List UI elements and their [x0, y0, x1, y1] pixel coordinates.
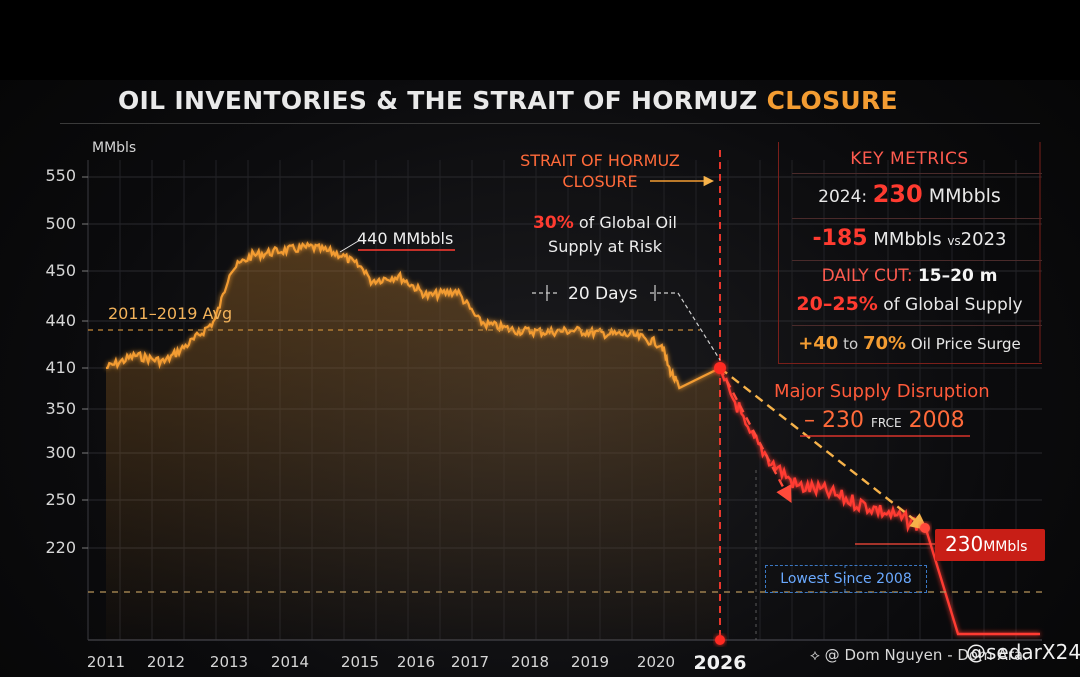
- series-historic-line: [106, 241, 721, 390]
- trend-arrow-orange: [719, 367, 928, 531]
- x-tick: 2012: [146, 653, 186, 671]
- km-row1-prefix: 2024:: [818, 187, 873, 207]
- km-row3-value: 15–20 m: [917, 266, 998, 286]
- km-row-2024: 2024: 230 MMbbls: [778, 180, 1041, 208]
- km-row-global-supply: 20–25% of Global Supply: [778, 293, 1041, 315]
- km-row-change: -185 MMbbls vs2023: [778, 226, 1041, 251]
- supply-risk: 30% of Global Oil Supply at Risk: [500, 211, 710, 259]
- hormuz-line1: STRAIT OF HORMUZ: [520, 151, 680, 170]
- hormuz-label: STRAIT OF HORMUZ CLOSURE: [495, 150, 705, 192]
- km-row-daily-cut: DAILY CUT: 15–20 m: [778, 266, 1041, 286]
- title-main: OIL INVENTORIES & THE STRAIT OF HORMUZ: [118, 86, 767, 115]
- disruption-year: 2008: [908, 408, 965, 433]
- lowest-since-label: Lowest Since 2008: [765, 565, 927, 593]
- peak-label: 440 MMbbls: [357, 229, 454, 248]
- end-point: [920, 523, 930, 533]
- end-value-badge: 230MMbls: [935, 529, 1045, 561]
- y-tick: 410: [45, 358, 76, 377]
- closure-point: [714, 362, 726, 374]
- km-divider: [792, 260, 1042, 261]
- x-tick: 2019: [570, 653, 610, 671]
- disruption-title: Major Supply Disruption: [774, 381, 990, 402]
- km-row3-label: DAILY CUT:: [821, 266, 918, 286]
- supply-text1: of Global Oil: [573, 213, 677, 232]
- x-tick: 2011: [86, 653, 126, 671]
- hormuz-line2: CLOSURE: [562, 172, 638, 191]
- km-row5-value2: 70%: [862, 333, 907, 354]
- title-divider: [60, 123, 1040, 124]
- y-tick: 250: [45, 490, 76, 509]
- y-tick: 350: [45, 399, 76, 418]
- disruption-small: FRCE: [871, 416, 902, 430]
- trend-arrow-red: [718, 367, 792, 503]
- y-tick: 550: [45, 166, 76, 185]
- y-tick: 220: [45, 538, 76, 557]
- x-tick: 2014: [270, 653, 310, 671]
- x-tick: 2016: [396, 653, 436, 671]
- chart-title: OIL INVENTORIES & THE STRAIT OF HORMUZ C…: [118, 86, 898, 115]
- end-value: 230: [945, 532, 984, 556]
- area-fill-layer: [106, 243, 720, 640]
- series-decline-line: [718, 367, 926, 533]
- km-row1-value: 230: [872, 180, 923, 208]
- km-row2-year: 2023: [960, 229, 1007, 250]
- km-row2-value: -185: [812, 226, 868, 251]
- km-row4-value: 20–25%: [796, 293, 878, 315]
- historic-area: [106, 243, 720, 640]
- x-tick-2026: 2026: [693, 652, 747, 674]
- disruption-dash: –: [804, 408, 822, 433]
- km-row5-small: to: [838, 335, 863, 353]
- y-axis-unit: MMbls: [92, 140, 137, 156]
- series-layer: [106, 241, 1040, 636]
- days-bracket: [532, 292, 721, 361]
- watermark-author: ⟡ @ Dom Nguyen - Dom Ara.: [810, 646, 1028, 664]
- km-row2-small: vs: [947, 234, 961, 248]
- x-tick: 2017: [450, 653, 490, 671]
- x-tick: 2018: [510, 653, 550, 671]
- key-metrics-panel: [778, 142, 1042, 364]
- days-label: 20 Days: [568, 284, 638, 304]
- key-metrics-title: KEY METRICS: [850, 149, 969, 169]
- km-row5-value: +40: [798, 333, 839, 354]
- km-row1-unit: MMbbls: [922, 185, 1001, 207]
- decline-extension: [923, 525, 1040, 636]
- closure-axis-point: [715, 635, 725, 645]
- x-tick: 2013: [209, 653, 249, 671]
- title-accent: CLOSURE: [766, 86, 898, 115]
- y-tick: 450: [45, 261, 76, 280]
- km-row5-text: Oil Price Surge: [906, 335, 1021, 353]
- disruption-detail: – 230 FRCE 2008: [804, 408, 965, 433]
- peak-leader: [339, 239, 361, 253]
- disruption-value: 230: [822, 408, 864, 433]
- km-row4-text: of Global Supply: [877, 295, 1023, 315]
- km-row2-unit: MMbbls: [867, 229, 948, 250]
- km-row-price-surge: +40 to 70% Oil Price Surge: [778, 333, 1041, 354]
- avg-label: 2011–2019 Avg: [108, 304, 233, 323]
- y-tick: 300: [45, 443, 76, 462]
- y-tick: 500: [45, 214, 76, 233]
- y-tick: 440: [45, 311, 76, 330]
- x-tick: 2015: [340, 653, 380, 671]
- watermark-handle: @sedarX24: [966, 640, 1080, 664]
- km-divider: [792, 173, 1042, 174]
- km-divider: [792, 218, 1042, 219]
- end-unit: MMbls: [983, 539, 1028, 555]
- supply-pct: 30%: [533, 213, 574, 233]
- top-black-band: [0, 0, 1080, 80]
- km-divider: [792, 325, 1042, 326]
- x-tick: 2020: [636, 653, 676, 671]
- supply-text2: Supply at Risk: [548, 237, 662, 256]
